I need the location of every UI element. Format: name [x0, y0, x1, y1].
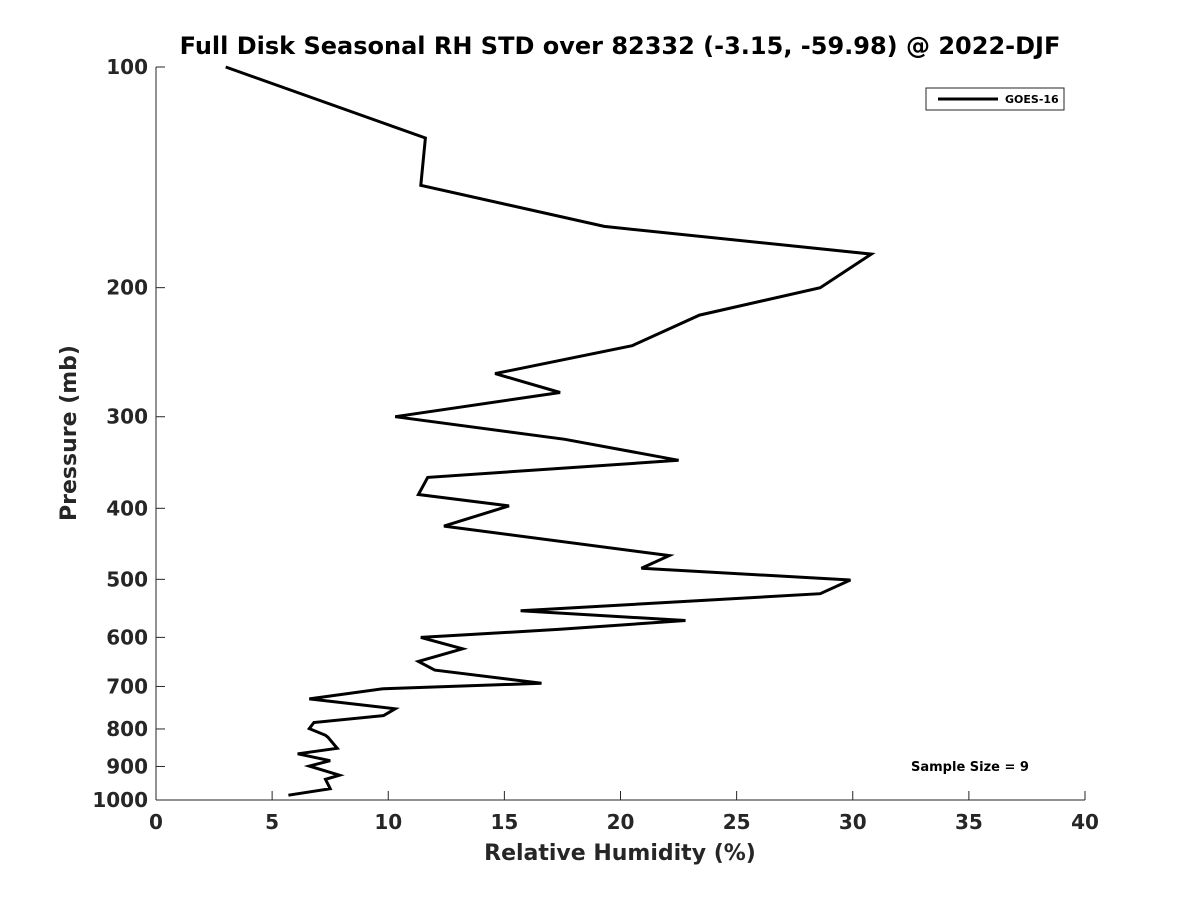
y-tick-label: 300	[106, 405, 148, 429]
x-tick-label: 25	[723, 810, 751, 834]
y-tick-label: 800	[106, 717, 148, 741]
x-axis-label: Relative Humidity (%)	[484, 841, 756, 866]
y-tick-label: 1000	[92, 788, 148, 812]
x-tick-label: 30	[839, 810, 867, 834]
y-ticks: 100 200 300 400 500 600 700 800 900 1000	[92, 55, 165, 812]
chart-title: Full Disk Seasonal RH STD over 82332 (-3…	[180, 32, 1061, 60]
y-tick-label: 500	[106, 567, 148, 591]
y-tick-label: 200	[106, 276, 148, 300]
legend-label: GOES-16	[1005, 93, 1059, 106]
x-tick-label: 5	[265, 810, 279, 834]
plot-area	[156, 67, 1085, 800]
x-tick-label: 15	[490, 810, 518, 834]
axes-background	[156, 67, 1085, 800]
x-tick-label: 20	[607, 810, 635, 834]
x-tick-label: 40	[1071, 810, 1099, 834]
x-ticks: 0 5 10 15 20 25 30 35 40	[149, 791, 1099, 834]
y-tick-label: 700	[106, 674, 148, 698]
x-tick-label: 0	[149, 810, 163, 834]
sample-size-annotation: Sample Size = 9	[911, 760, 1029, 775]
x-tick-label: 35	[955, 810, 983, 834]
y-tick-label: 100	[106, 55, 148, 79]
y-tick-label: 400	[106, 496, 148, 520]
series-layer	[225, 65, 876, 797]
x-tick-label: 10	[374, 810, 402, 834]
series-line-goes-16	[225, 65, 876, 797]
y-axis-label: Pressure (mb)	[57, 345, 82, 521]
legend: GOES-16	[925, 87, 1065, 111]
y-tick-label: 900	[106, 754, 148, 778]
y-tick-label: 600	[106, 625, 148, 649]
